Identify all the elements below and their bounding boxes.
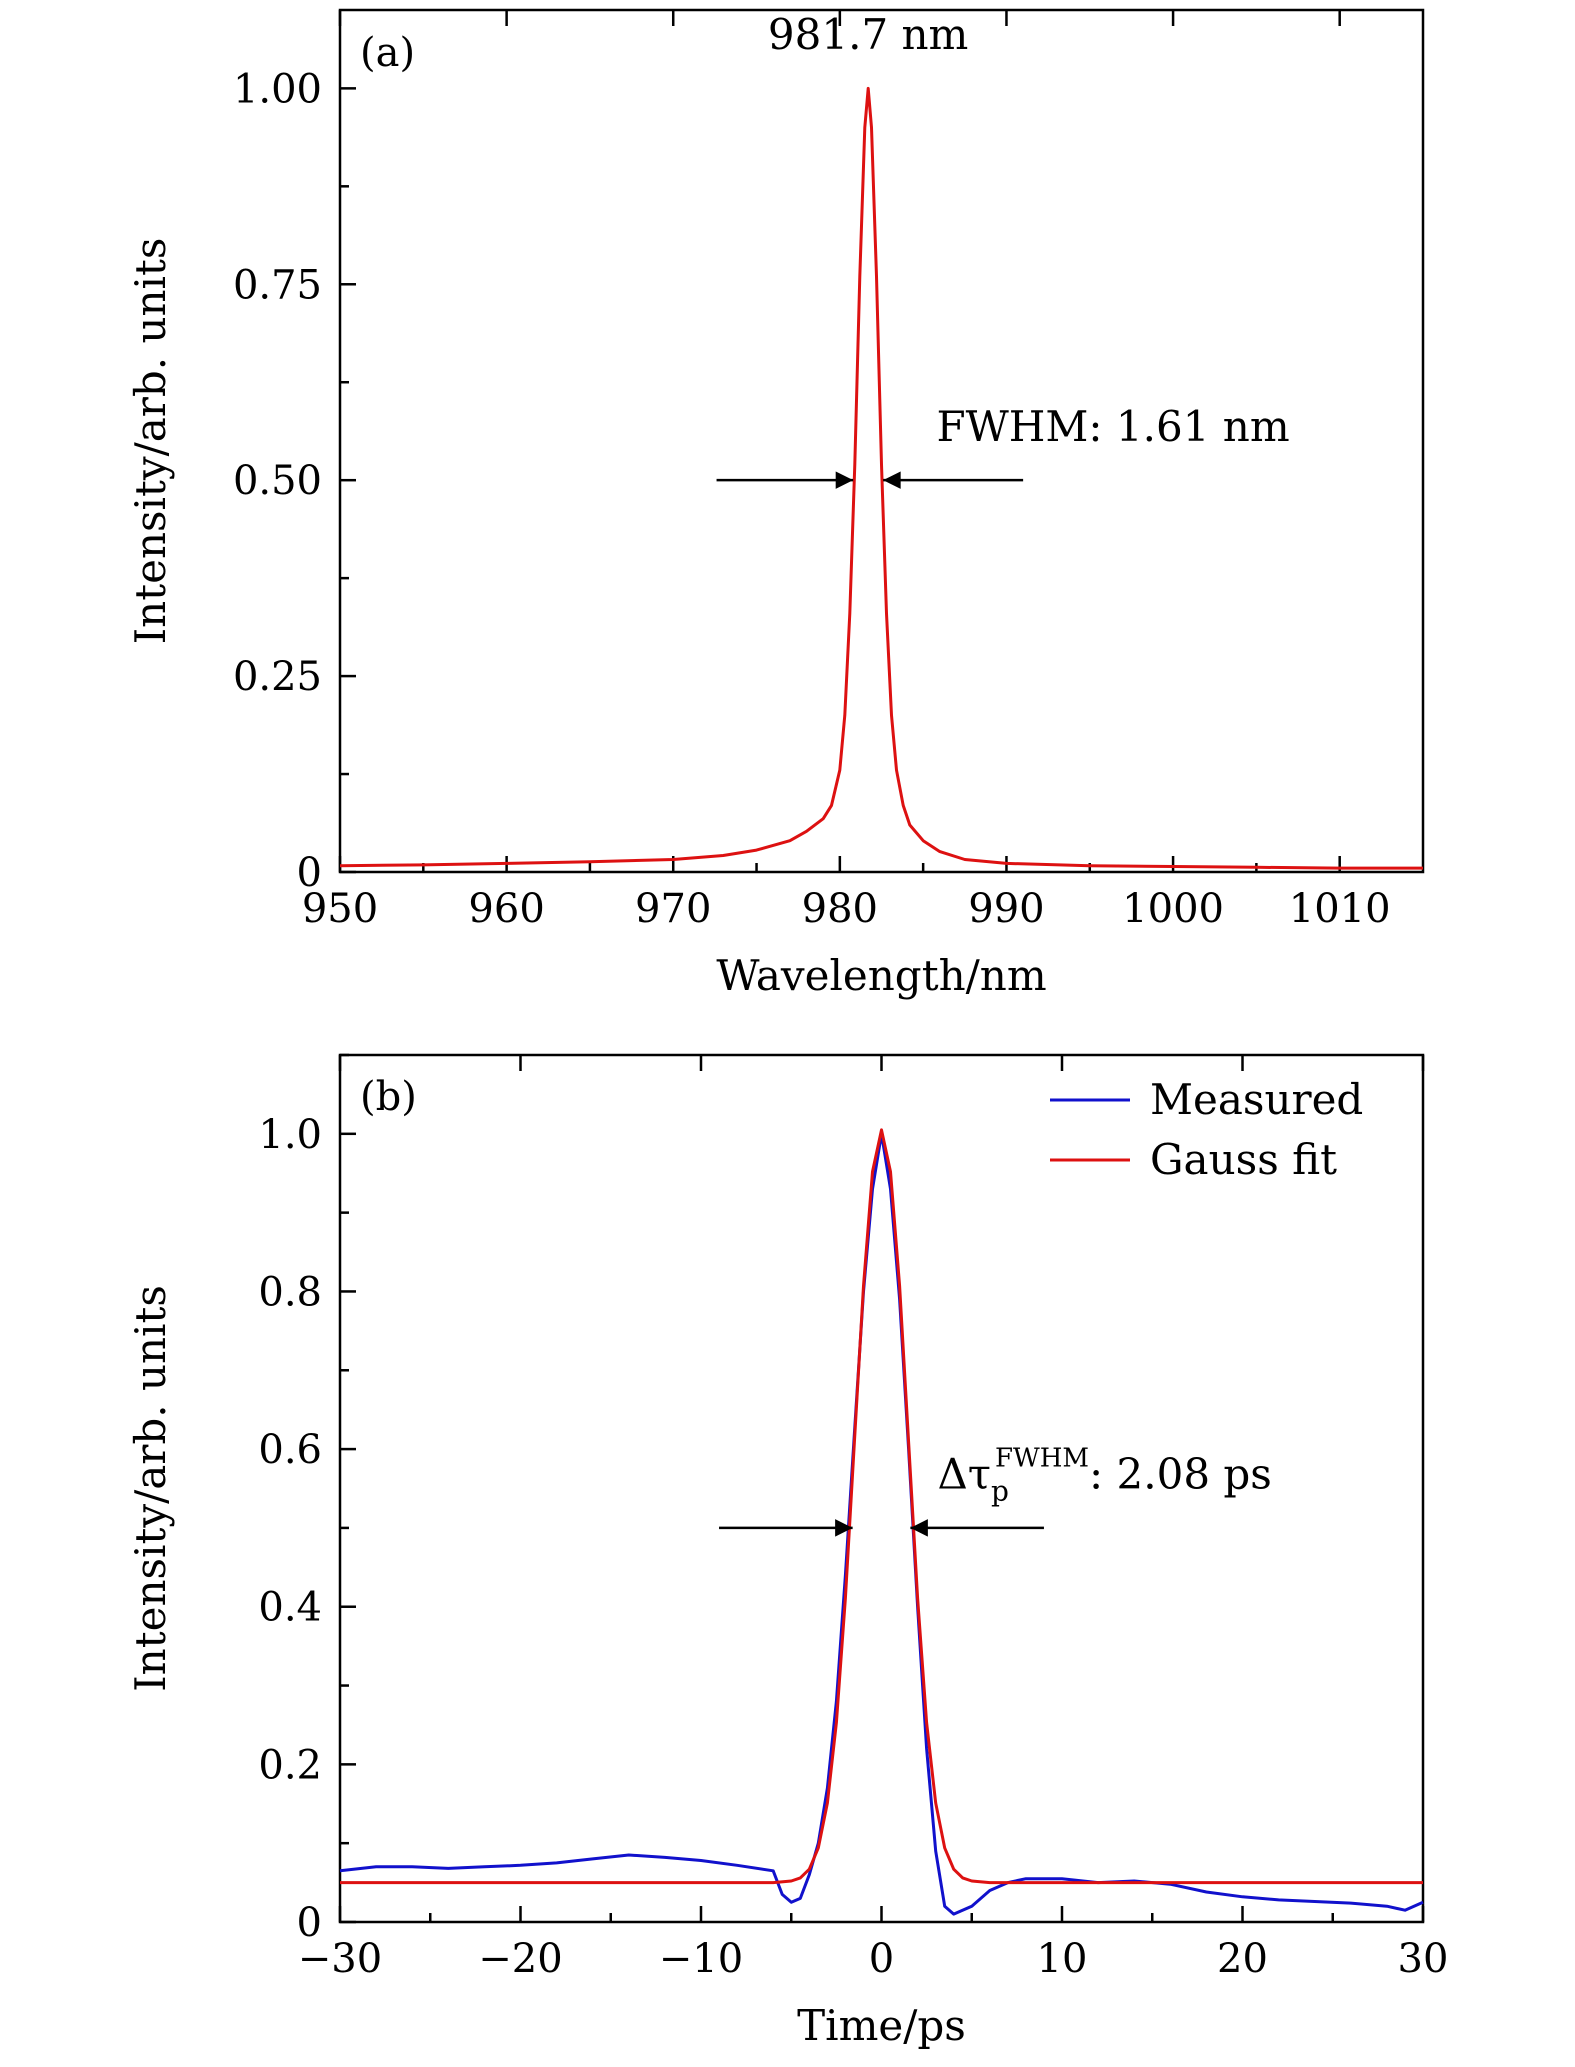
x-tick-label: −30 <box>298 1936 382 1982</box>
y-tick-label: 1.0 <box>258 1112 322 1158</box>
x-tick-label: −10 <box>659 1936 743 1982</box>
panel-label: (b) <box>360 1074 417 1120</box>
delta-tau: Δτ <box>937 1450 991 1499</box>
series-layer <box>339 86 1423 870</box>
x-tick-label: 1010 <box>1289 886 1391 932</box>
x-tick-label: 960 <box>468 886 544 932</box>
y-tick-label: 0.25 <box>233 654 322 700</box>
pulse-width-label: ΔτpFWHM: 2.08 ps <box>937 1444 1271 1508</box>
pulse-width-value: : 2.08 ps <box>1089 1450 1272 1499</box>
y-tick-label: 0.75 <box>233 262 322 308</box>
panel-b-autocorrelation-chart: −30 −20 −10 0 10 20 30 0 0.2 0.4 0.6 0.8 1.0 (b) Ti… <box>126 1053 1449 2050</box>
x-axis-title: Wavelength/nm <box>716 951 1046 1000</box>
x-tick-label: 970 <box>635 886 711 932</box>
x-ticks: 950 960 970 980 990 1000 1010 <box>302 10 1391 932</box>
y-tick-label: 0.8 <box>258 1269 322 1315</box>
series-line-gauss-fit <box>340 1128 1423 1885</box>
superscript-fwhm: FWHM <box>995 1444 1089 1474</box>
y-tick-label: 0.4 <box>258 1585 322 1631</box>
panel-label: (a) <box>360 30 415 76</box>
x-ticks: −30 −20 −10 0 10 20 30 <box>298 1055 1449 1982</box>
x-tick-label: 1000 <box>1122 886 1224 932</box>
panel-a-spectrum-chart: 950 960 970 980 990 1000 1010 0 0.25 0.50 0.75 1.0… <box>126 8 1425 1000</box>
y-axis-title: Intensity/arb. units <box>126 1285 175 1692</box>
legend: Measured Gauss fit <box>1050 1075 1363 1184</box>
series-line-spectrum <box>339 86 1423 870</box>
y-axis-title: Intensity/arb. units <box>126 238 175 645</box>
x-tick-label: 0 <box>869 1936 894 1982</box>
peak-wavelength-label: 981.7 nm <box>768 10 968 59</box>
plot-frame <box>338 8 1425 874</box>
y-tick-label: 1.00 <box>233 66 322 112</box>
y-ticks: 0 0.2 0.4 0.6 0.8 1.0 <box>258 1053 356 1946</box>
y-tick-label: 0.2 <box>258 1742 322 1788</box>
x-tick-label: −20 <box>478 1936 562 1982</box>
y-tick-label: 0 <box>297 850 322 896</box>
series-layer <box>339 1128 1424 1916</box>
fwhm-label: FWHM: 1.61 nm <box>936 402 1289 451</box>
x-tick-label: 10 <box>1037 1936 1088 1982</box>
x-tick-label: 990 <box>968 886 1044 932</box>
x-tick-label: 30 <box>1398 1936 1449 1982</box>
y-tick-label: 0.6 <box>258 1427 322 1473</box>
y-ticks: 0 0.25 0.50 0.75 1.00 <box>233 66 356 896</box>
x-tick-label: 950 <box>302 886 378 932</box>
x-axis-title: Time/ps <box>797 2001 966 2050</box>
subscript-p: p <box>991 1475 1009 1508</box>
legend-label-gauss-fit: Gauss fit <box>1150 1135 1337 1184</box>
legend-label-measured: Measured <box>1150 1075 1363 1124</box>
y-tick-label: 0.50 <box>233 458 322 504</box>
x-tick-label: 980 <box>802 886 878 932</box>
series-line-measured <box>339 1132 1424 1916</box>
x-tick-label: 20 <box>1217 1936 1268 1982</box>
y-tick-label: 0 <box>297 1900 322 1946</box>
